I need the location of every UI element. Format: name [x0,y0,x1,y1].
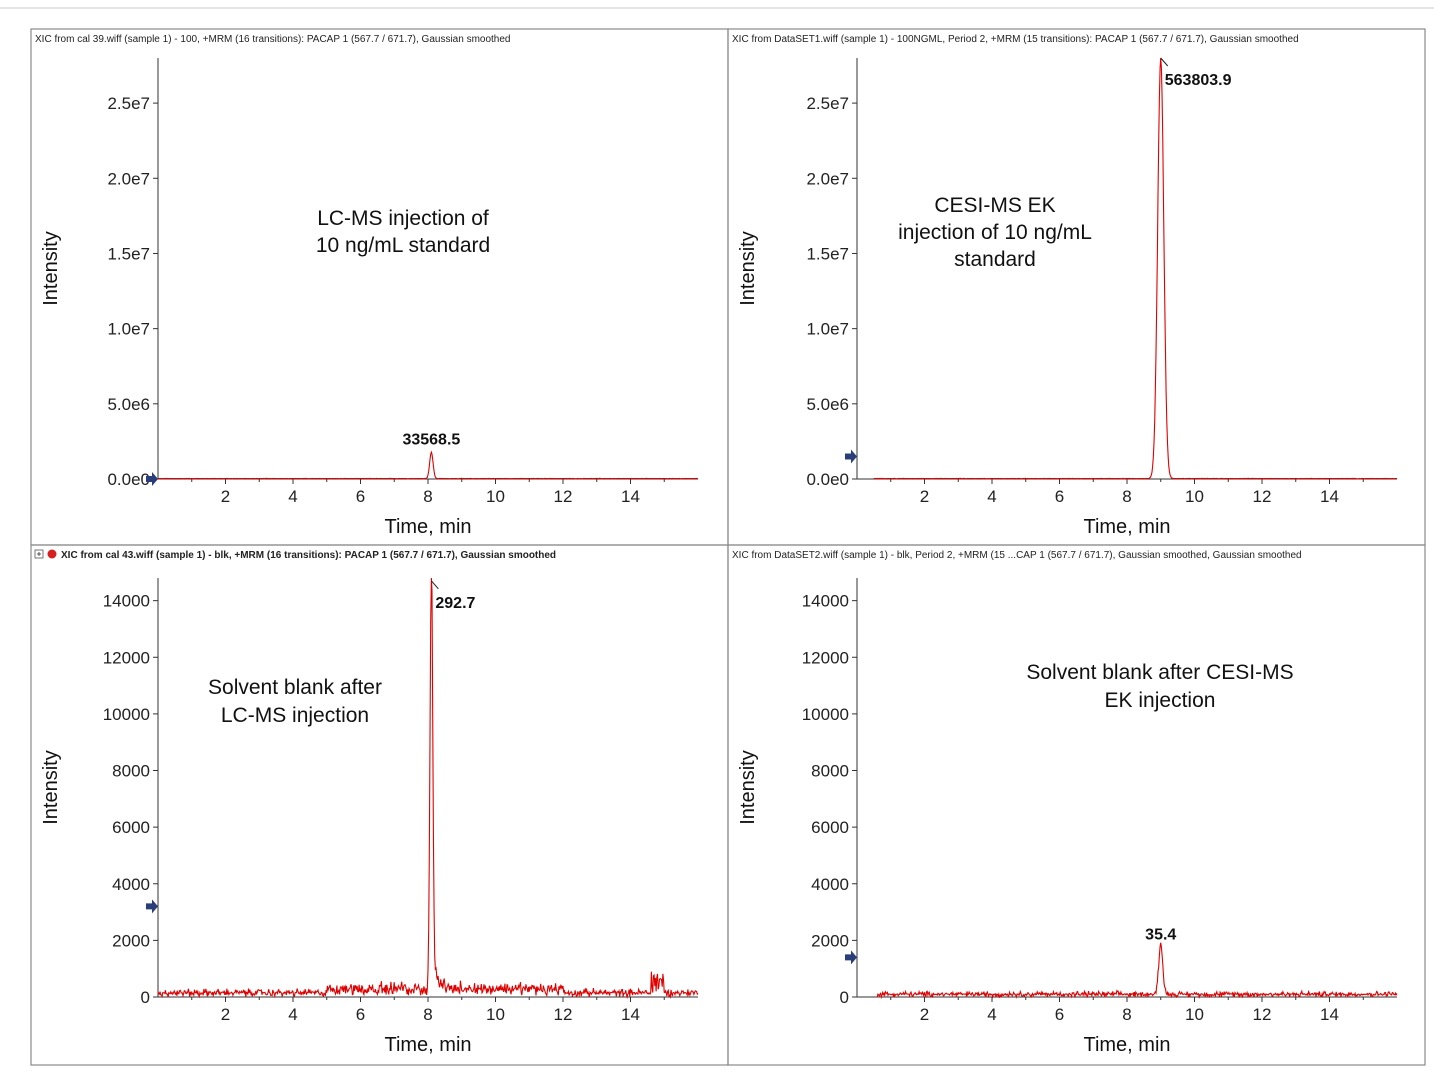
y-tick-label: 2000 [811,931,849,950]
y-tick-label: 5.0e6 [107,395,150,414]
x-tick-label: 8 [423,487,432,506]
x-tick-label: 4 [987,1005,996,1024]
chart-panel-1: XIC from cal 39.wiff (sample 1) - 100, +… [30,28,729,546]
intensity-marker-icon [146,899,158,914]
annotation-line: 10 ng/mL standard [316,234,490,257]
y-tick-label: 2000 [112,931,150,950]
annotation-line: EK injection [1105,689,1216,712]
x-tick-label: 2 [920,487,929,506]
x-tick-label: 4 [288,487,297,506]
y-tick-label: 2.5e7 [107,94,150,113]
panel-border [727,544,1426,1066]
x-tick-label: 6 [1055,1005,1064,1024]
y-tick-label: 1.0e7 [806,320,849,339]
chart-header: XIC from cal 43.wiff (sample 1) - blk, +… [61,550,556,561]
y-tick-label: 12000 [103,648,150,667]
x-tick-label: 4 [987,487,996,506]
chart-panel-3: XIC from cal 43.wiff (sample 1) - blk, +… [30,544,729,1066]
y-tick-label: 2.0e7 [806,169,849,188]
chromatogram-trace [876,942,1398,1000]
expand-icon[interactable] [34,549,44,559]
y-tick-label: 14000 [103,592,150,611]
x-tick-label: 2 [221,487,230,506]
y-tick-label: 1.0e7 [107,320,150,339]
annotation-line: LC-MS injection of [317,207,489,230]
y-tick-label: 0.0e0 [107,470,150,489]
intensity-marker-icon [845,449,857,464]
x-tick-label: 4 [288,1005,297,1024]
x-tick-label: 14 [621,1005,640,1024]
y-tick-label: 5.0e6 [806,395,849,414]
x-axis-title: Time, min [384,1034,471,1056]
peak-label: 563803.9 [1165,72,1232,89]
x-tick-label: 8 [423,1005,432,1024]
annotation-line: Solvent blank after CESI-MS [1026,661,1293,684]
annotation-line: LC-MS injection [221,704,369,727]
y-tick-label: 1.5e7 [107,244,150,263]
y-tick-label: 14000 [802,592,849,611]
x-tick-label: 6 [356,1005,365,1024]
x-tick-label: 14 [1320,487,1339,506]
annotation-line: standard [954,248,1036,271]
chromatogram-trace [157,577,699,1000]
x-tick-label: 14 [621,487,640,506]
chromatogram-trace [873,57,1398,480]
intensity-marker-icon [845,950,857,965]
chart-panel-4: XIC from DataSET2.wiff (sample 1) - blk,… [727,544,1426,1066]
y-tick-label: 0 [840,988,849,1007]
annotation-line: Solvent blank after [208,676,382,699]
x-tick-label: 10 [486,1005,505,1024]
y-tick-label: 0 [141,988,150,1007]
y-tick-label: 8000 [112,762,150,781]
peak-label: 33568.5 [402,432,460,449]
x-tick-label: 2 [920,1005,929,1024]
x-tick-label: 12 [554,1005,573,1024]
y-tick-label: 10000 [103,705,150,724]
y-tick-label: 2.5e7 [806,94,849,113]
x-tick-label: 12 [1253,1005,1272,1024]
x-axis-title: Time, min [1083,1034,1170,1056]
y-tick-label: 4000 [112,875,150,894]
y-axis-title: Intensity [737,750,759,824]
x-tick-label: 10 [1185,1005,1204,1024]
y-tick-label: 10000 [802,705,849,724]
y-axis-title: Intensity [40,750,62,824]
x-tick-label: 6 [356,487,365,506]
x-tick-label: 8 [1122,1005,1131,1024]
y-tick-label: 4000 [811,875,849,894]
chart-header: XIC from DataSET2.wiff (sample 1) - blk,… [732,550,1302,561]
intensity-marker-icon [146,472,158,486]
annotation-line: injection of 10 ng/mL [898,221,1092,244]
y-tick-label: 1.5e7 [806,244,849,263]
x-axis-title: Time, min [1083,516,1170,538]
chart-panel-2: XIC from DataSET1.wiff (sample 1) - 100N… [727,28,1426,546]
chromatogram-trace [158,450,699,480]
x-tick-label: 12 [554,487,573,506]
x-tick-label: 2 [221,1005,230,1024]
y-tick-label: 6000 [811,818,849,837]
status-dot-icon [47,549,57,559]
x-tick-label: 14 [1320,1005,1339,1024]
annotation-line: CESI-MS EK [934,194,1055,217]
x-tick-label: 6 [1055,487,1064,506]
x-axis-title: Time, min [384,516,471,538]
x-tick-label: 10 [486,487,505,506]
peak-pointer [1160,57,1169,67]
x-tick-label: 8 [1122,487,1131,506]
x-tick-label: 10 [1185,487,1204,506]
chart-header: XIC from DataSET1.wiff (sample 1) - 100N… [732,34,1299,45]
peak-label: 35.4 [1145,926,1176,943]
peak-pointer [430,580,439,590]
y-tick-label: 6000 [112,818,150,837]
y-tick-label: 0.0e0 [806,470,849,489]
y-axis-title: Intensity [737,231,759,305]
peak-label: 292.7 [435,595,475,612]
y-tick-label: 2.0e7 [107,169,150,188]
x-tick-label: 12 [1253,487,1272,506]
y-tick-label: 8000 [811,762,849,781]
chart-header: XIC from cal 39.wiff (sample 1) - 100, +… [35,34,510,45]
y-axis-title: Intensity [40,231,62,305]
y-tick-label: 12000 [802,648,849,667]
